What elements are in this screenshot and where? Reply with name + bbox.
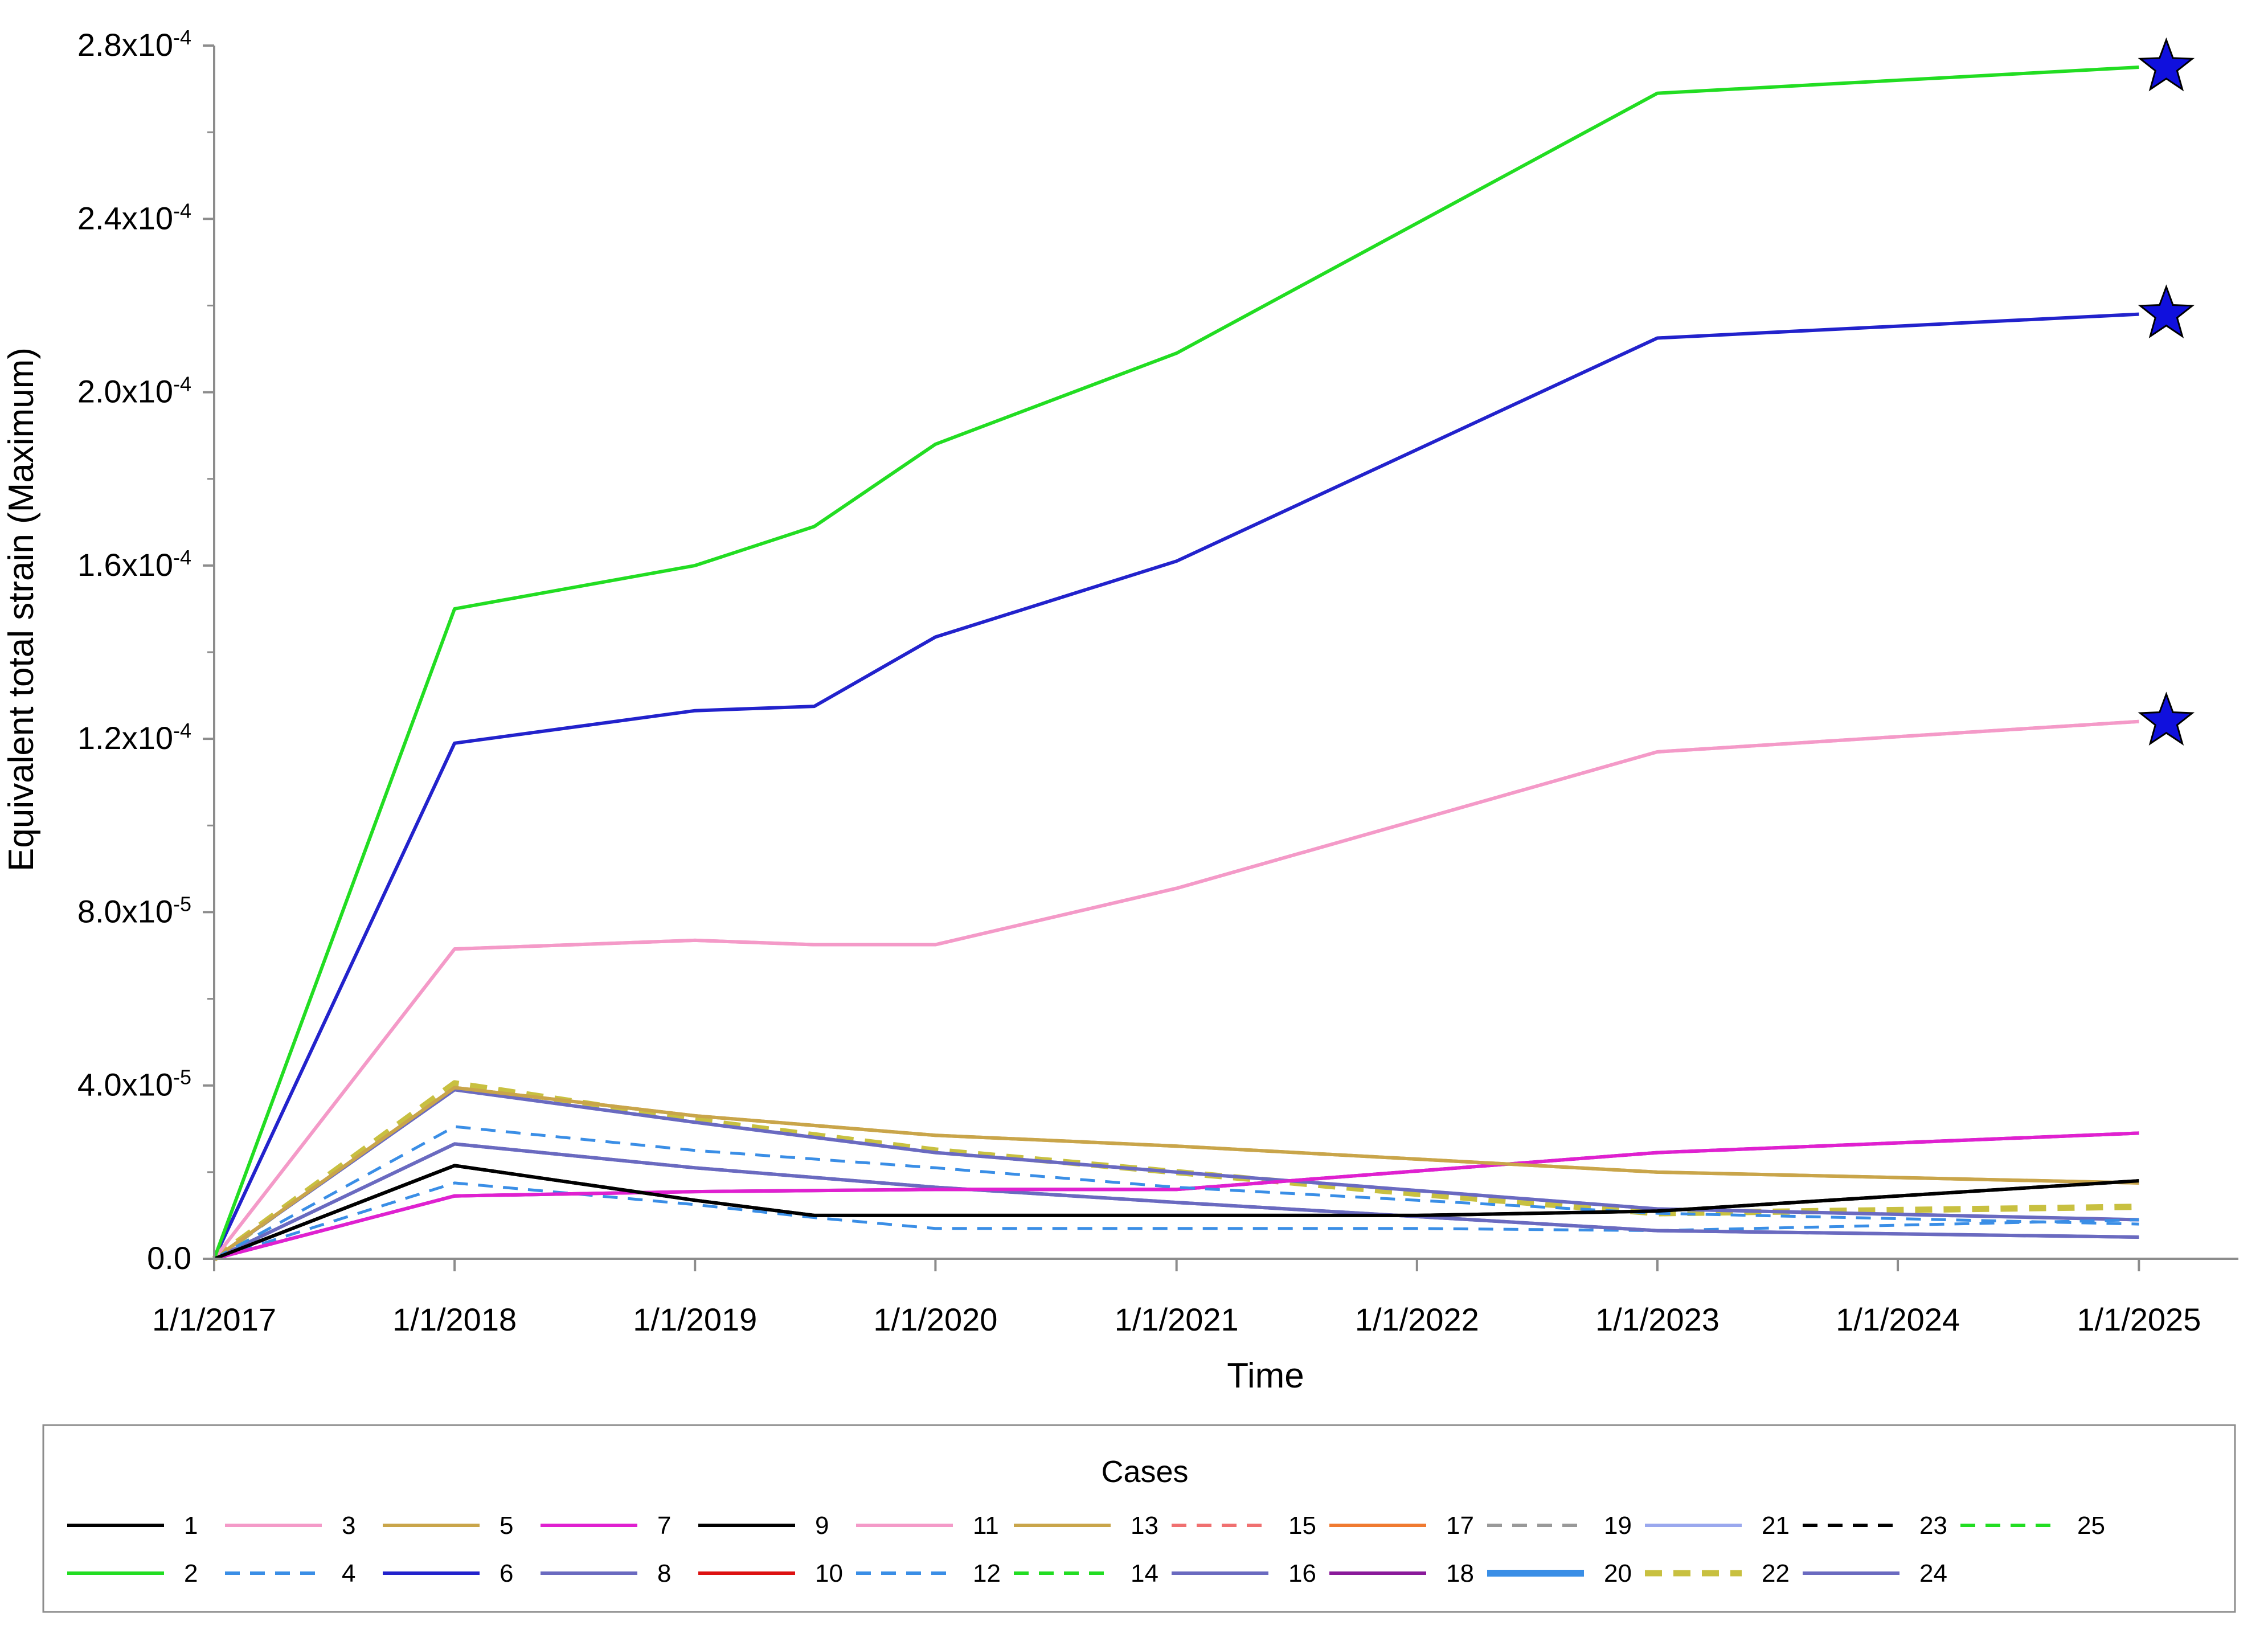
y-tick-exponent: -5 — [173, 892, 191, 915]
legend-item-case-24: 24 — [1803, 1560, 1947, 1587]
legend: Cases 1234567891011121314151617181920212… — [42, 1424, 2236, 1613]
legend-label: 10 — [815, 1560, 843, 1587]
star-marker-1 — [2138, 37, 2195, 92]
x-tick-label: 1/1/2023 — [1595, 1301, 1720, 1337]
legend-label: 4 — [342, 1560, 355, 1587]
legend-item-case-5: 5 — [383, 1512, 513, 1540]
legend-item-case-7: 7 — [541, 1512, 671, 1540]
legend-item-case-12: 12 — [856, 1560, 1001, 1587]
legend-label: 8 — [657, 1560, 671, 1587]
legend-item-case-23: 23 — [1803, 1512, 1947, 1540]
y-tick-label: 2.0x10-4 — [77, 372, 191, 410]
legend-label: 21 — [1762, 1512, 1790, 1540]
legend-item-case-3: 3 — [225, 1512, 355, 1540]
series-line-case-12 — [214, 1181, 2139, 1260]
legend-label: 22 — [1762, 1560, 1790, 1587]
star-marker-2 — [2138, 284, 2195, 339]
y-tick-label: 2.4x10-4 — [77, 199, 191, 236]
legend-label: 17 — [1446, 1512, 1474, 1540]
series-line-case-7 — [214, 1131, 2139, 1260]
legend-item-case-6: 6 — [383, 1560, 513, 1587]
y-tick-exponent: -5 — [173, 1065, 191, 1088]
legend-item-case-25: 25 — [1960, 1512, 2105, 1540]
legend-item-case-19: 19 — [1487, 1512, 1632, 1540]
legend-item-case-14: 14 — [1014, 1560, 1158, 1587]
x-tick-label: 1/1/2021 — [1115, 1301, 1239, 1337]
series-line-case-1 — [213, 1164, 2139, 1260]
star-marker-3 — [2138, 691, 2195, 746]
legend-label: 7 — [657, 1512, 671, 1540]
legend-label: 15 — [1288, 1512, 1316, 1540]
legend-item-case-16: 16 — [1172, 1560, 1316, 1587]
series-line-case-8 — [213, 1142, 2139, 1260]
legend-label: 18 — [1446, 1560, 1474, 1587]
legend-item-case-2: 2 — [67, 1560, 198, 1587]
legend-label: 13 — [1131, 1512, 1158, 1540]
y-tick-label: 0.0 — [147, 1240, 191, 1276]
series-line-case-3 — [212, 719, 2139, 1260]
legend-label: 24 — [1919, 1560, 1947, 1587]
legend-items: 1234567891011121314151617181920212223242… — [67, 1512, 2105, 1587]
legend-label: 6 — [500, 1560, 513, 1587]
series-layer — [212, 66, 2139, 1262]
legend-item-case-20: 20 — [1487, 1560, 1632, 1587]
series-line-case-2 — [212, 66, 2139, 1260]
y-axis-title: Equivalent total strain (Maximum) — [2, 347, 41, 871]
legend-item-case-10: 10 — [698, 1560, 843, 1587]
x-tick-label: 1/1/2022 — [1355, 1301, 1479, 1337]
x-tick-label: 1/1/2025 — [2077, 1301, 2201, 1337]
y-tick-exponent: -4 — [173, 545, 191, 568]
legend-label: 23 — [1919, 1512, 1947, 1540]
x-tick-label: 1/1/2018 — [392, 1301, 517, 1337]
legend-label: 3 — [342, 1512, 355, 1540]
legend-item-case-13: 13 — [1014, 1512, 1158, 1540]
x-tick-label: 1/1/2017 — [152, 1301, 276, 1337]
legend-label: 25 — [2077, 1512, 2105, 1540]
legend-label: 14 — [1131, 1560, 1158, 1587]
series-line-case-6 — [212, 312, 2139, 1260]
legend-item-case-1: 1 — [67, 1512, 198, 1540]
marker-layer — [2138, 37, 2195, 746]
y-tick-exponent: -4 — [173, 199, 191, 222]
legend-item-case-18: 18 — [1329, 1560, 1474, 1587]
legend-item-case-9: 9 — [698, 1512, 829, 1540]
series-line-case-16 — [213, 1088, 2139, 1260]
x-tick-label: 1/1/2024 — [1836, 1301, 1960, 1337]
legend-label: 5 — [500, 1512, 513, 1540]
legend-item-case-8: 8 — [541, 1560, 671, 1587]
axes-layer: 0.0 4.0x10-5 8.0x10-5 1.2x10-4 1.6x10-4 2.0x1… — [77, 26, 2238, 1337]
y-tick-exponent: -4 — [173, 372, 191, 395]
legend-label: 16 — [1288, 1560, 1316, 1587]
legend-label: 11 — [973, 1512, 999, 1540]
legend-label: 19 — [1604, 1512, 1632, 1540]
legend-label: 12 — [973, 1560, 1001, 1587]
y-tick-label: 4.0x10-5 — [77, 1065, 191, 1103]
x-tick-label: 1/1/2019 — [633, 1301, 757, 1337]
x-axis-title: Time — [1227, 1356, 1304, 1395]
legend-item-case-21: 21 — [1645, 1512, 1790, 1540]
legend-title: Cases — [1101, 1455, 1188, 1489]
plot-area: 0.0 4.0x10-5 8.0x10-5 1.2x10-4 1.6x10-4 2.0x1… — [77, 26, 2238, 1337]
y-tick-label: 1.2x10-4 — [77, 719, 191, 756]
y-tick-exponent: -4 — [173, 719, 191, 742]
y-tick-label: 1.6x10-4 — [77, 545, 191, 583]
legend-item-case-22: 22 — [1645, 1560, 1790, 1587]
y-tick-label: 8.0x10-5 — [77, 892, 191, 930]
legend-label: 1 — [184, 1512, 198, 1540]
legend-item-case-17: 17 — [1329, 1512, 1474, 1540]
legend-item-case-11: 11 — [856, 1512, 999, 1540]
y-tick-exponent: -4 — [173, 26, 191, 49]
x-tick-label: 1/1/2020 — [873, 1301, 997, 1337]
legend-item-case-15: 15 — [1172, 1512, 1316, 1540]
legend-box — [42, 1424, 2236, 1613]
legend-item-case-4: 4 — [225, 1560, 355, 1587]
series-line-case-5 — [213, 1086, 2139, 1260]
y-tick-label: 2.8x10-4 — [77, 26, 191, 63]
legend-label: 2 — [184, 1560, 198, 1587]
legend-label: 9 — [815, 1512, 829, 1540]
legend-label: 20 — [1604, 1560, 1632, 1587]
